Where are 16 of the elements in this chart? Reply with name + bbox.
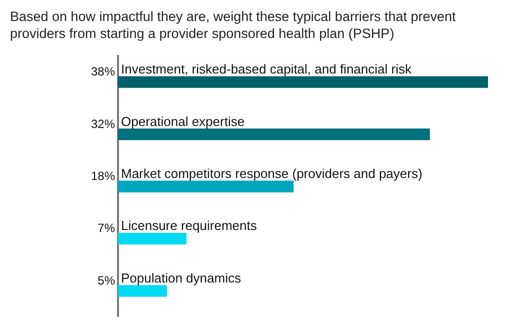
data-label: 5% — [98, 273, 116, 288]
bar — [118, 285, 168, 297]
data-label: 38% — [90, 64, 116, 79]
bar — [118, 180, 294, 192]
bar — [118, 76, 488, 88]
y-tick-label: Licensure requirements — [121, 218, 258, 234]
y-tick-label: Investment, risked-based capital, and financial risk — [121, 62, 412, 77]
bar — [118, 128, 430, 140]
data-label: 7% — [98, 221, 116, 236]
y-tick-label: Market competitors response (providers and payers) — [121, 166, 422, 181]
data-label: 32% — [90, 116, 116, 131]
y-tick-label: Operational expertise — [121, 114, 245, 129]
y-tick-label: Population dynamics — [121, 270, 242, 286]
chart-title: Based on how impactful they are, weight these typical barriers that prevent providers from starting a provider sponsored health plan (PSHP) — [10, 8, 457, 42]
data-label: 18% — [90, 169, 116, 183]
bar — [118, 232, 186, 245]
